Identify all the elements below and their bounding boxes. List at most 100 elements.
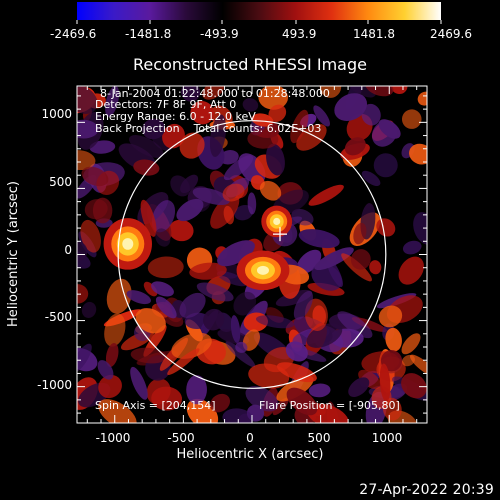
emission-blob — [272, 397, 289, 416]
axis-ticks — [77, 86, 427, 423]
x-tick-label: 0 — [246, 431, 254, 445]
emission-blob — [106, 278, 132, 314]
color-bar-tick-label: -493.9 — [200, 27, 239, 41]
emission-blob — [410, 354, 427, 377]
emission-blob — [77, 86, 98, 114]
emission-blob — [81, 166, 109, 187]
x-tick-label: -1000 — [96, 431, 131, 445]
emission-blob — [293, 290, 314, 320]
emission-blob — [81, 301, 97, 318]
emission-blob — [358, 369, 381, 390]
emission-blob — [286, 387, 318, 416]
emission-blob — [104, 313, 126, 347]
color-bar-tick-label: -1481.8 — [125, 27, 171, 41]
emission-blob — [247, 129, 279, 149]
emission-blob — [142, 118, 166, 140]
emission-blob — [251, 113, 274, 127]
x-tick-labels: -1000 -500 0 500 1000 — [96, 431, 403, 445]
emission-blob — [219, 150, 239, 165]
y-axis-title: Heliocentric Y (arcsec) — [6, 181, 21, 327]
emission-blob — [373, 153, 398, 178]
emission-blob — [77, 150, 96, 171]
emission-blob — [92, 197, 113, 224]
emission-blob — [401, 354, 415, 367]
emission-blob — [385, 327, 402, 352]
emission-blob — [140, 199, 157, 237]
emission-blob — [235, 341, 248, 353]
emission-blob — [245, 385, 279, 412]
emission-blob — [290, 109, 309, 144]
emission-blob — [350, 249, 371, 270]
emission-blob — [203, 308, 225, 331]
emission-blob — [129, 135, 164, 158]
emission-blob — [80, 219, 101, 253]
emission-blob — [171, 332, 212, 359]
solar-disk-limb — [117, 120, 387, 389]
emission-blob — [378, 305, 403, 328]
emission-blob — [361, 170, 381, 186]
emission-blob — [401, 109, 422, 129]
info-time-range: 8-Jan-2004 01:22:48.000 to 01:28:48.000 — [100, 87, 330, 100]
emission-blob — [98, 374, 122, 399]
emission-blob — [401, 333, 421, 355]
color-bar-ticks — [76, 20, 442, 24]
emission-blob — [298, 229, 340, 249]
emission-blob — [334, 93, 368, 121]
render-timestamp: 27-Apr-2022 20:39 — [359, 482, 494, 498]
emission-blob — [130, 347, 167, 364]
color-bar-tick-label: 493.9 — [282, 27, 316, 41]
emission-blob — [225, 341, 256, 368]
emission-blob — [285, 341, 308, 362]
emission-blob — [147, 256, 184, 279]
emission-blob — [223, 205, 235, 225]
color-bar-tick-label: -2469.6 — [50, 27, 96, 41]
emission-blob — [202, 86, 225, 100]
y-tick-label: 0 — [64, 243, 72, 257]
x-tick-label: 1000 — [372, 431, 403, 445]
emission-blob — [192, 187, 230, 206]
color-bar-gradient — [77, 2, 441, 20]
bright-source — [273, 217, 281, 226]
emission-blob — [151, 200, 176, 233]
emission-blob — [126, 290, 151, 305]
emission-blob — [222, 183, 245, 202]
emission-blob — [155, 228, 171, 247]
emission-blob — [223, 155, 254, 181]
info-detectors: Detectors: 7F 8F 9F, Att 0 — [95, 98, 236, 111]
emission-blob — [179, 292, 206, 318]
emission-blob — [168, 219, 194, 242]
emission-blob — [255, 315, 295, 329]
emission-blob — [105, 86, 120, 117]
emission-blob — [398, 256, 424, 285]
bright-source — [256, 265, 269, 275]
emission-blob — [259, 180, 282, 201]
emission-blob — [77, 343, 92, 374]
emission-blob — [365, 86, 394, 97]
emission-blob — [151, 281, 174, 297]
emission-blob — [361, 103, 381, 126]
emission-blob — [143, 281, 158, 297]
y-tick-label: 500 — [49, 175, 72, 189]
emission-blob — [233, 291, 257, 316]
emission-blob — [344, 137, 366, 156]
info-method-counts: Back Projection Total counts: 6.02E+03 — [95, 122, 321, 135]
emission-blob — [167, 348, 200, 376]
emission-blob — [268, 104, 287, 123]
emission-blob — [77, 119, 99, 139]
emission-blob — [353, 222, 367, 245]
emission-blob — [378, 119, 401, 139]
x-tick-label: -500 — [167, 431, 194, 445]
emission-blob — [308, 184, 344, 206]
emission-blob — [348, 377, 370, 397]
emission-blob — [155, 296, 177, 319]
emission-blob — [222, 408, 254, 423]
emission-blob — [179, 132, 205, 159]
emission-blob — [402, 240, 422, 255]
emission-blob — [313, 105, 330, 127]
emission-blob — [417, 91, 427, 106]
info-energy-range: Energy Range: 6.0 - 12.0 keV — [95, 110, 256, 123]
emission-blob — [314, 247, 354, 271]
emission-blob — [151, 386, 183, 411]
x-axis-title: Heliocentric X (arcsec) — [177, 447, 324, 462]
